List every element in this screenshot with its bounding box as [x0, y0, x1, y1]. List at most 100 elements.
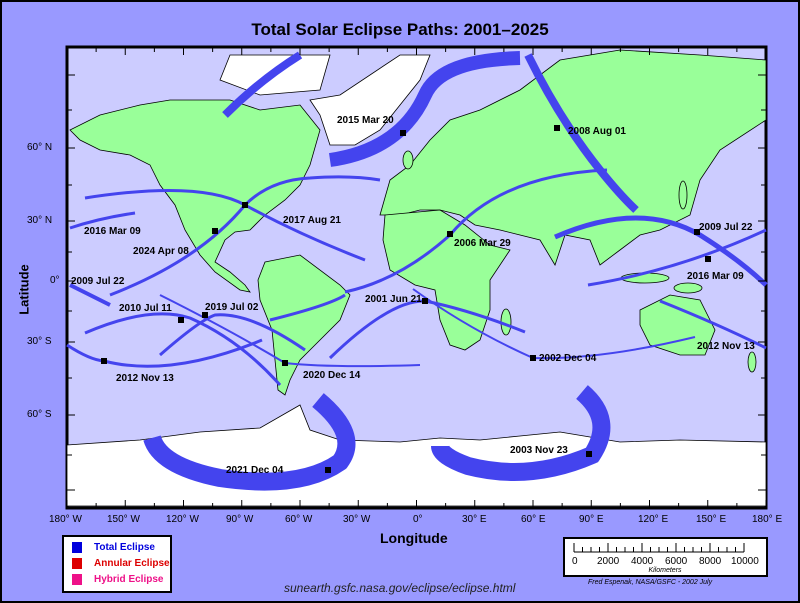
- x-tick-label: 30° E: [462, 514, 487, 525]
- eclipse-label: 2002 Dec 04: [539, 353, 597, 364]
- x-tick-label: 60° W: [285, 514, 313, 525]
- path-2010-jul-11: [84, 312, 282, 386]
- eclipse-paths: [66, 51, 768, 491]
- scale-label: 4000: [631, 556, 654, 567]
- marker: [202, 312, 208, 318]
- legend: Total Eclipse Annular Eclipse Hybrid Ecl…: [62, 535, 172, 593]
- eclipse-label: 2015 Mar 20: [337, 115, 394, 126]
- eclipse-label: 2016 Mar 09: [687, 271, 744, 282]
- marker: [212, 228, 218, 234]
- path-2019-jul-02: [159, 313, 306, 357]
- path-2001-jun-21-west: [269, 293, 346, 322]
- y-tick-label: 60° S: [27, 409, 52, 420]
- scale-bar: 0 2000 4000 6000 8000 10000 Kilometers: [563, 537, 768, 577]
- path-2015-mar-20: [328, 51, 521, 167]
- x-tick-label: 90° W: [226, 514, 254, 525]
- x-tick-label: 0°: [413, 514, 423, 525]
- source-url: sunearth.gsfc.nasa.gov/eclipse/eclipse.h…: [284, 581, 516, 595]
- legend-swatch: [72, 574, 82, 585]
- legend-item-hybrid: Hybrid Eclipse: [72, 574, 163, 588]
- x-tick-label: 30° W: [343, 514, 371, 525]
- north-america: [69, 99, 321, 293]
- legend-label: Annular Eclipse: [94, 558, 170, 570]
- y-tick-label: 30° S: [27, 336, 52, 347]
- path-2016-mar-09-west: [69, 211, 136, 230]
- greatest-eclipse-markers: [101, 125, 711, 473]
- eclipse-label: 2006 Mar 29: [454, 238, 511, 249]
- legend-item-total: Total Eclipse: [72, 542, 155, 556]
- path-2016-mar-09-east: [587, 228, 767, 287]
- eclipse-label: 2009 Jul 22: [71, 276, 125, 287]
- legend-swatch: [72, 542, 82, 553]
- path-2008-aug-01: [524, 53, 639, 213]
- marker: [178, 317, 184, 323]
- eclipse-label: 2021 Dec 04: [226, 465, 284, 476]
- x-axis-label: Longitude: [380, 530, 448, 546]
- eclipse-label: 2019 Jul 02: [205, 302, 259, 313]
- marker: [530, 355, 536, 361]
- legend-label: Total Eclipse: [94, 542, 155, 554]
- eclipse-label: 2017 Aug 21: [283, 215, 341, 226]
- x-tick-label: 60° E: [521, 514, 546, 525]
- eclipse-label: 2003 Nov 23: [510, 445, 568, 456]
- marker: [694, 229, 700, 235]
- australia: [639, 294, 716, 356]
- eclipse-label: 2008 Aug 01: [568, 126, 626, 137]
- marker: [101, 358, 107, 364]
- path-2021-dec-04: [143, 393, 356, 491]
- marker: [447, 231, 453, 237]
- path-2012-nov-13-west: [66, 338, 263, 368]
- y-tick-label: 0°: [50, 275, 60, 286]
- map-title: Total Solar Eclipse Paths: 2001–2025: [251, 20, 549, 39]
- x-tick-label: 150° E: [696, 514, 727, 525]
- path-2003-nov-23: [431, 385, 611, 481]
- marker: [325, 467, 331, 473]
- eclipse-label: 2010 Jul 11: [119, 303, 172, 314]
- eclipse-label: 2012 Nov 13: [697, 341, 755, 352]
- landmasses: [66, 49, 767, 507]
- marker: [242, 202, 248, 208]
- eclipse-label: 2009 Jul 22: [699, 222, 753, 233]
- credit: Fred Espenak, NASA/GSFC - 2002 July: [588, 579, 713, 586]
- eclipse-label: 2020 Dec 14: [303, 370, 361, 381]
- x-tick-label: 150° W: [107, 514, 140, 525]
- scale-unit: Kilometers: [648, 567, 682, 574]
- eclipse-label: 2016 Mar 09: [84, 226, 141, 237]
- scale-label: 10000: [731, 556, 759, 567]
- y-axis-label: Latitude: [16, 264, 32, 315]
- legend-item-annular: Annular Eclipse: [72, 558, 170, 572]
- japan: [678, 180, 688, 210]
- marker: [422, 298, 428, 304]
- path-2012-nov-13-east: [659, 299, 767, 350]
- x-tick-label: 120° W: [166, 514, 199, 525]
- marker: [282, 360, 288, 366]
- legend-swatch: [72, 558, 82, 569]
- new-zealand: [747, 351, 757, 373]
- path-2015-arctic: [222, 51, 303, 118]
- marker: [400, 130, 406, 136]
- eclipse-label: 2012 Nov 13: [116, 373, 174, 384]
- x-tick-label: 180° W: [49, 514, 82, 525]
- legend-label: Hybrid Eclipse: [94, 574, 164, 586]
- eclipse-label: 2001 Jun 21: [365, 294, 422, 305]
- y-tick-label: 30° N: [27, 215, 53, 226]
- new-guinea: [673, 282, 703, 294]
- x-tick-label: 90° E: [579, 514, 604, 525]
- axis-ticks: [66, 47, 767, 508]
- path-2024-apr-08: [109, 175, 381, 297]
- marker: [586, 451, 592, 457]
- uk: [402, 150, 414, 170]
- greenland: [309, 54, 431, 146]
- scale-label: 0: [572, 556, 578, 567]
- eclipse-labels: 2015 Mar 20 2008 Aug 01 2017 Aug 21 2016…: [71, 115, 755, 476]
- scale-label: 2000: [597, 556, 620, 567]
- x-tick-label: 180° E: [752, 514, 783, 525]
- marker: [705, 256, 711, 262]
- scale-label: 8000: [699, 556, 722, 567]
- x-tick-label: 120° E: [638, 514, 669, 525]
- marker: [554, 125, 560, 131]
- scale-label: 6000: [665, 556, 688, 567]
- eclipse-label: 2024 Apr 08: [133, 246, 189, 257]
